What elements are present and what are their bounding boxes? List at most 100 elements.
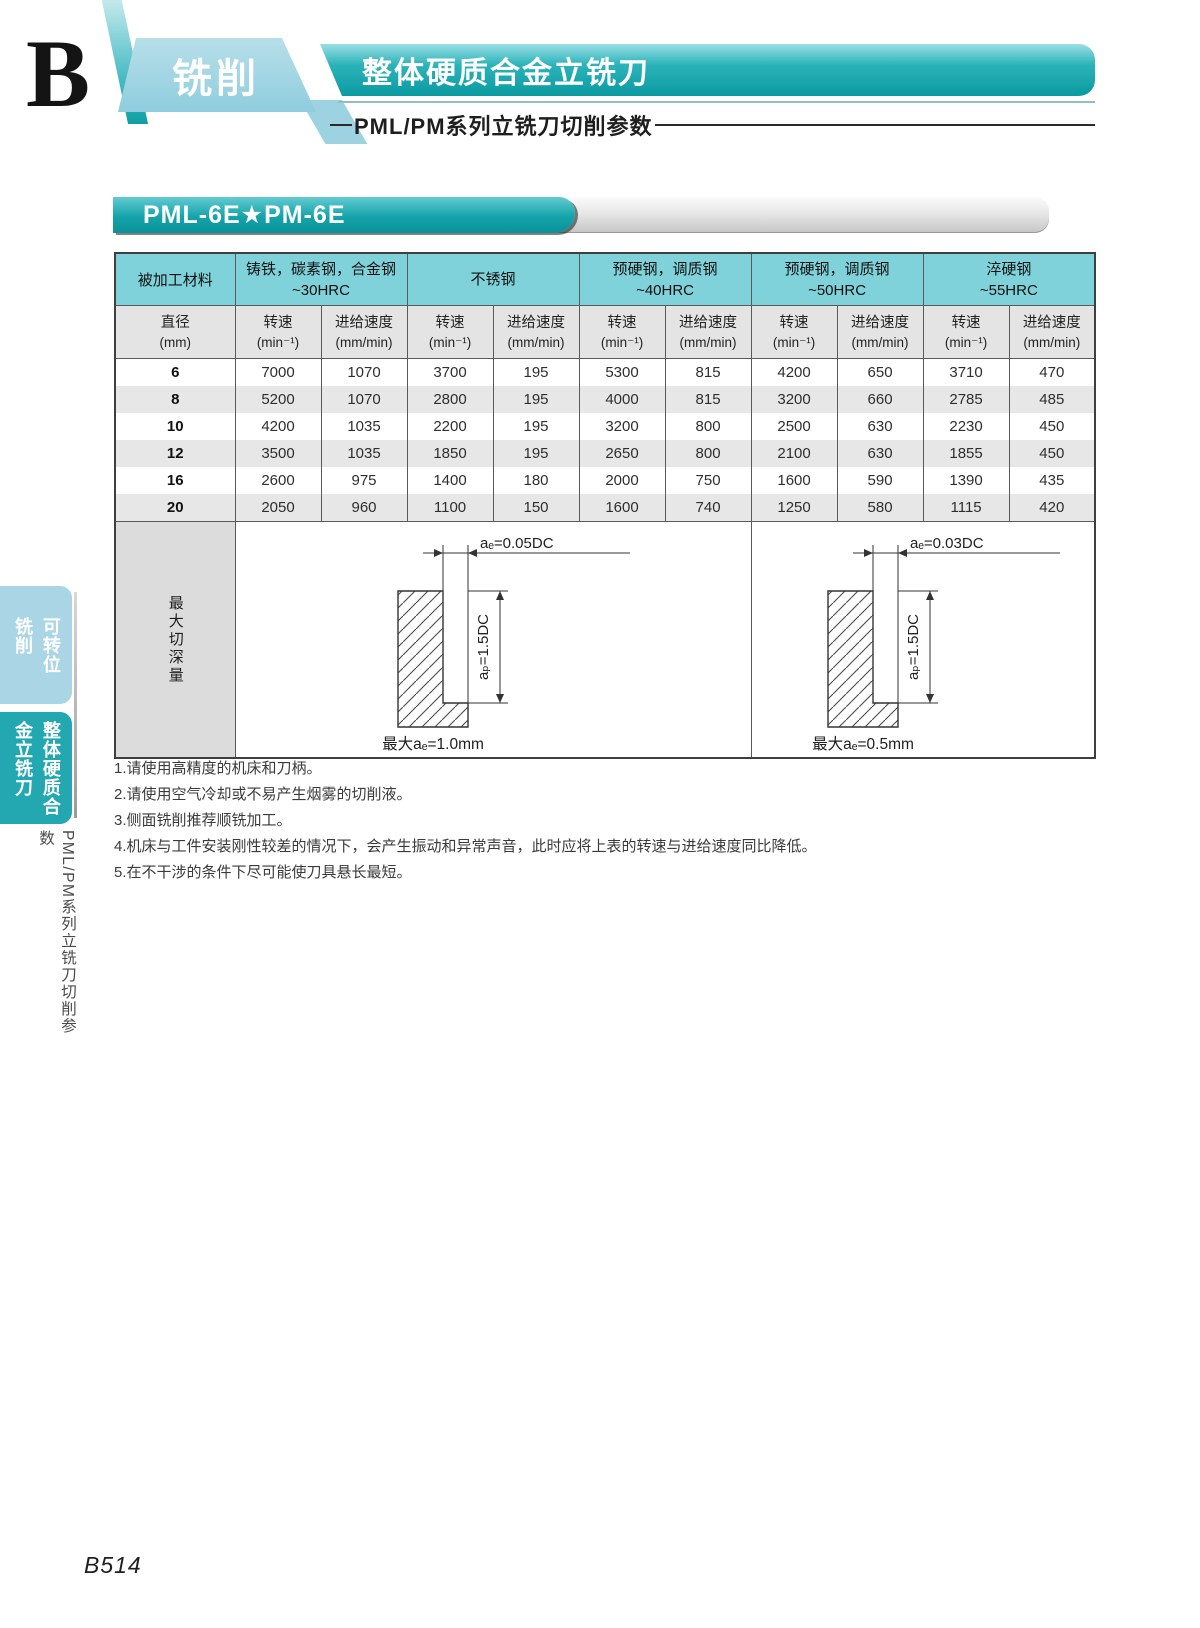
value-cell: 1250 <box>750 494 838 522</box>
feed-header-cell: 进给速度 (mm/min) <box>492 305 580 359</box>
speed-header-unit: (min⁻¹) <box>772 334 816 350</box>
speed-header-label: 转速 <box>607 315 637 332</box>
value-cell: 2230 <box>922 413 1010 440</box>
value-cell: 3200 <box>750 386 838 413</box>
ap-dimension-label: aₚ=1.5DC <box>905 613 922 679</box>
value-cell: 630 <box>836 413 924 440</box>
speed-header-unit: (min⁻¹) <box>256 334 300 350</box>
feed-header-unit: (mm/min) <box>335 334 393 350</box>
material-group-header-row: 被加工材料 铸铁，碳素钢，合金钢 ~30HRC 不锈钢 预硬钢，调质钢 ~40H… <box>114 252 1096 306</box>
feed-header-label: 进给速度 <box>507 315 566 332</box>
diameter-header-unit: (mm) <box>159 334 191 350</box>
value-cell: 470 <box>1008 358 1096 386</box>
value-cell: 4200 <box>234 413 322 440</box>
value-cell: 815 <box>664 386 752 413</box>
diameter-cell: 6 <box>114 358 236 386</box>
product-header-bar: PML-6E★PM-6E <box>113 197 1049 233</box>
value-cell: 195 <box>492 386 580 413</box>
value-cell: 590 <box>836 467 924 494</box>
sidebar-tab-solid-carbide-endmill: 整体硬质合 金立铣刀 <box>0 712 72 824</box>
value-cell: 195 <box>492 358 580 386</box>
speed-header-cell: 转速 (min⁻¹) <box>234 305 322 359</box>
note-line: 4.机床与工件安装刚性较差的情况下，会产生振动和异常声音，此时应将上表的转速与进… <box>114 838 817 855</box>
table-row: 12 3500 1035 1850 195 2650 800 2100 630 1855 450 <box>114 440 1096 467</box>
speed-header-unit: (min⁻¹) <box>428 334 472 350</box>
speed-header-cell: 转速 (min⁻¹) <box>578 305 666 359</box>
material-group-cell: 不锈钢 <box>406 252 580 306</box>
speed-header-unit: (min⁻¹) <box>600 334 644 350</box>
feed-header-cell: 进给速度 (mm/min) <box>836 305 924 359</box>
value-cell: 1100 <box>406 494 494 522</box>
corner-header-cell: 被加工材料 <box>114 252 236 306</box>
value-cell: 1850 <box>406 440 494 467</box>
value-cell: 450 <box>1008 413 1096 440</box>
value-cell: 435 <box>1008 467 1096 494</box>
note-line: 5.在不干涉的条件下尽可能使刀具悬长最短。 <box>114 864 412 881</box>
sidebar-vertical-caption: PML/PM系列立铣刀切削参数 <box>37 830 76 1035</box>
category-tab: 铣削 <box>118 38 316 112</box>
value-cell: 420 <box>1008 494 1096 522</box>
material-group-cell: 预硬钢，调质钢 ~40HRC <box>578 252 752 306</box>
table-row: 20 2050 960 1100 150 1600 740 1250 580 1115 420 <box>114 494 1096 522</box>
value-cell: 2650 <box>578 440 666 467</box>
value-cell: 4200 <box>750 358 838 386</box>
table-row: 8 5200 1070 2800 195 4000 815 3200 660 2785 485 <box>114 386 1096 413</box>
feed-header-unit: (mm/min) <box>851 334 909 350</box>
feed-header-unit: (mm/min) <box>679 334 737 350</box>
section-letter: B <box>26 20 91 127</box>
material-hardness: ~30HRC <box>292 281 350 299</box>
speed-header-label: 转速 <box>779 315 809 332</box>
value-cell: 1070 <box>320 358 408 386</box>
max-ae-caption: 最大aₑ=1.0mm <box>382 735 484 753</box>
value-cell: 1070 <box>320 386 408 413</box>
value-cell: 750 <box>664 467 752 494</box>
value-cell: 5200 <box>234 386 322 413</box>
speed-header-label: 转速 <box>951 315 981 332</box>
title-underline <box>338 101 1095 103</box>
product-header-label: PML-6E★PM-6E <box>143 201 346 229</box>
speed-header-cell: 转速 (min⁻¹) <box>406 305 494 359</box>
value-cell: 800 <box>664 413 752 440</box>
value-cell: 800 <box>664 440 752 467</box>
speed-header-cell: 转速 (min⁻¹) <box>750 305 838 359</box>
table-row: 10 4200 1035 2200 195 3200 800 2500 630 2230 450 <box>114 413 1096 440</box>
material-name: 预硬钢，调质钢 <box>612 260 718 278</box>
sidebar-tab1-label: 可转位 铣削 <box>13 616 61 674</box>
value-cell: 2050 <box>234 494 322 522</box>
speed-header-label: 转速 <box>435 315 465 332</box>
value-cell: 150 <box>492 494 580 522</box>
feed-header-label: 进给速度 <box>335 315 393 332</box>
value-cell: 2200 <box>406 413 494 440</box>
value-cell: 815 <box>664 358 752 386</box>
subtitle-row: PML/PM系列立铣刀切削参数 <box>330 110 1095 140</box>
value-cell: 630 <box>836 440 924 467</box>
value-cell: 450 <box>1008 440 1096 467</box>
value-cell: 1600 <box>578 494 666 522</box>
value-cell: 3500 <box>234 440 322 467</box>
ap-dimension-label: aₚ=1.5DC <box>475 613 492 679</box>
value-cell: 5300 <box>578 358 666 386</box>
value-cell: 650 <box>836 358 924 386</box>
sidebar-tab2-label: 整体硬质合 金立铣刀 <box>13 720 61 816</box>
feed-header-label: 进给速度 <box>1022 315 1081 332</box>
value-cell: 1855 <box>922 440 1010 467</box>
speed-header-label: 转速 <box>263 315 293 332</box>
feed-header-unit: (mm/min) <box>1023 334 1081 350</box>
material-group-cell: 淬硬钢 ~55HRC <box>922 252 1096 306</box>
value-cell: 3200 <box>578 413 666 440</box>
max-ae-caption: 最大aₑ=0.5mm <box>812 735 914 753</box>
note-line: 3.侧面铣削推荐顺铣加工。 <box>114 812 292 829</box>
page-number: B514 <box>84 1552 142 1578</box>
max-depth-row: 最大切深量 <box>114 521 1096 759</box>
max-depth-label: 最大切深量 <box>114 521 236 759</box>
diameter-cell: 20 <box>114 494 236 522</box>
diameter-header-cell: 直径 (mm) <box>114 305 236 359</box>
material-hardness: ~55HRC <box>979 281 1038 299</box>
value-cell: 1390 <box>922 467 1010 494</box>
value-cell: 960 <box>320 494 408 522</box>
material-hardness: ~50HRC <box>808 281 867 299</box>
cutting-parameters-table: 被加工材料 铸铁，碳素钢，合金钢 ~30HRC 不锈钢 预硬钢，调质钢 ~40H… <box>114 252 1097 759</box>
material-name: 铸铁，碳素钢，合金钢 <box>246 260 397 278</box>
ae-dimension-label: aₑ=0.05DC <box>480 535 554 552</box>
